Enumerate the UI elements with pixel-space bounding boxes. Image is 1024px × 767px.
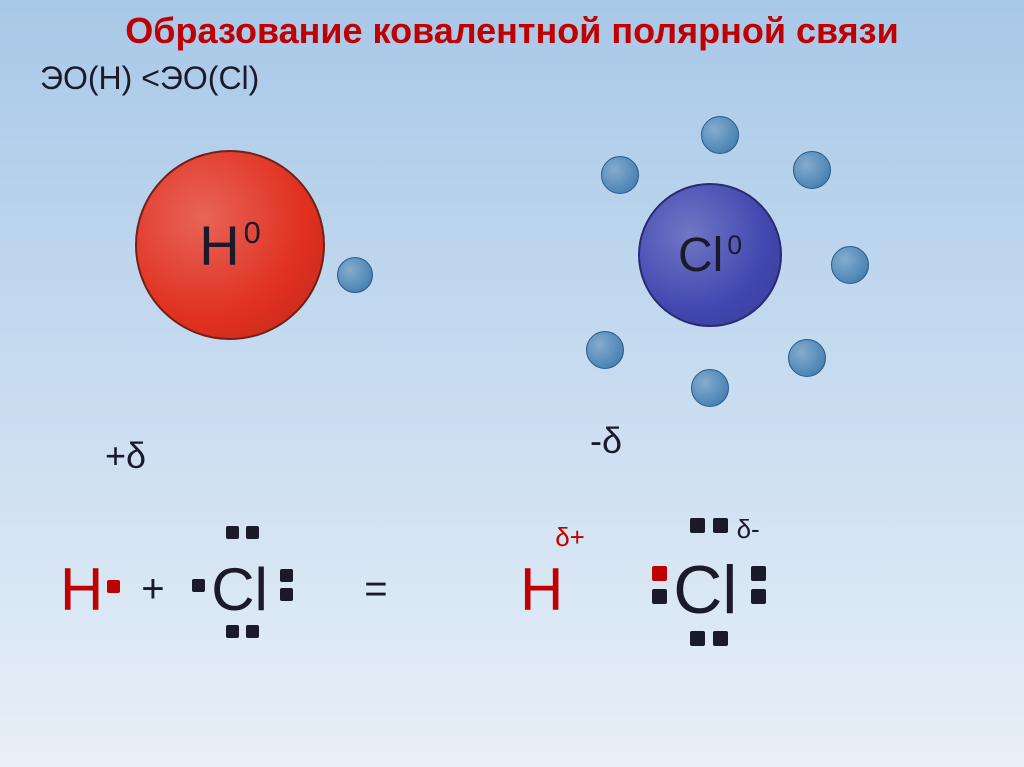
lewis-sup: δ+ [555,522,585,553]
lewis-equation: Н+Cl=Нδ+Clδ- [0,0,1024,767]
lewis-atom: Нδ+ [520,555,563,624]
lewis-dot [751,566,766,581]
lewis-atom: Clδ- [673,551,737,629]
lewis-dot [226,526,239,539]
lewis-dot [226,625,239,638]
lewis-dot [713,518,728,533]
lewis-dot [246,625,259,638]
lewis-dot [280,569,293,582]
lewis-dot [107,580,120,593]
lewis-dot [751,589,766,604]
lewis-operator: = [364,567,387,612]
lewis-dot [280,588,293,601]
lewis-operator: + [141,567,164,612]
lewis-sup: δ- [737,514,760,545]
lewis-symbol: Cl [211,556,268,623]
lewis-dot [652,589,667,604]
lewis-symbol: Н [60,556,103,623]
lewis-dot [713,631,728,646]
lewis-dot [192,579,205,592]
lewis-dot [246,526,259,539]
lewis-symbol: Cl [673,552,737,628]
lewis-atom: Cl [211,555,268,624]
lewis-dot [690,631,705,646]
lewis-dot [652,566,667,581]
lewis-atom: Н [60,555,103,624]
lewis-symbol: Н [520,556,563,623]
lewis-dot [690,518,705,533]
